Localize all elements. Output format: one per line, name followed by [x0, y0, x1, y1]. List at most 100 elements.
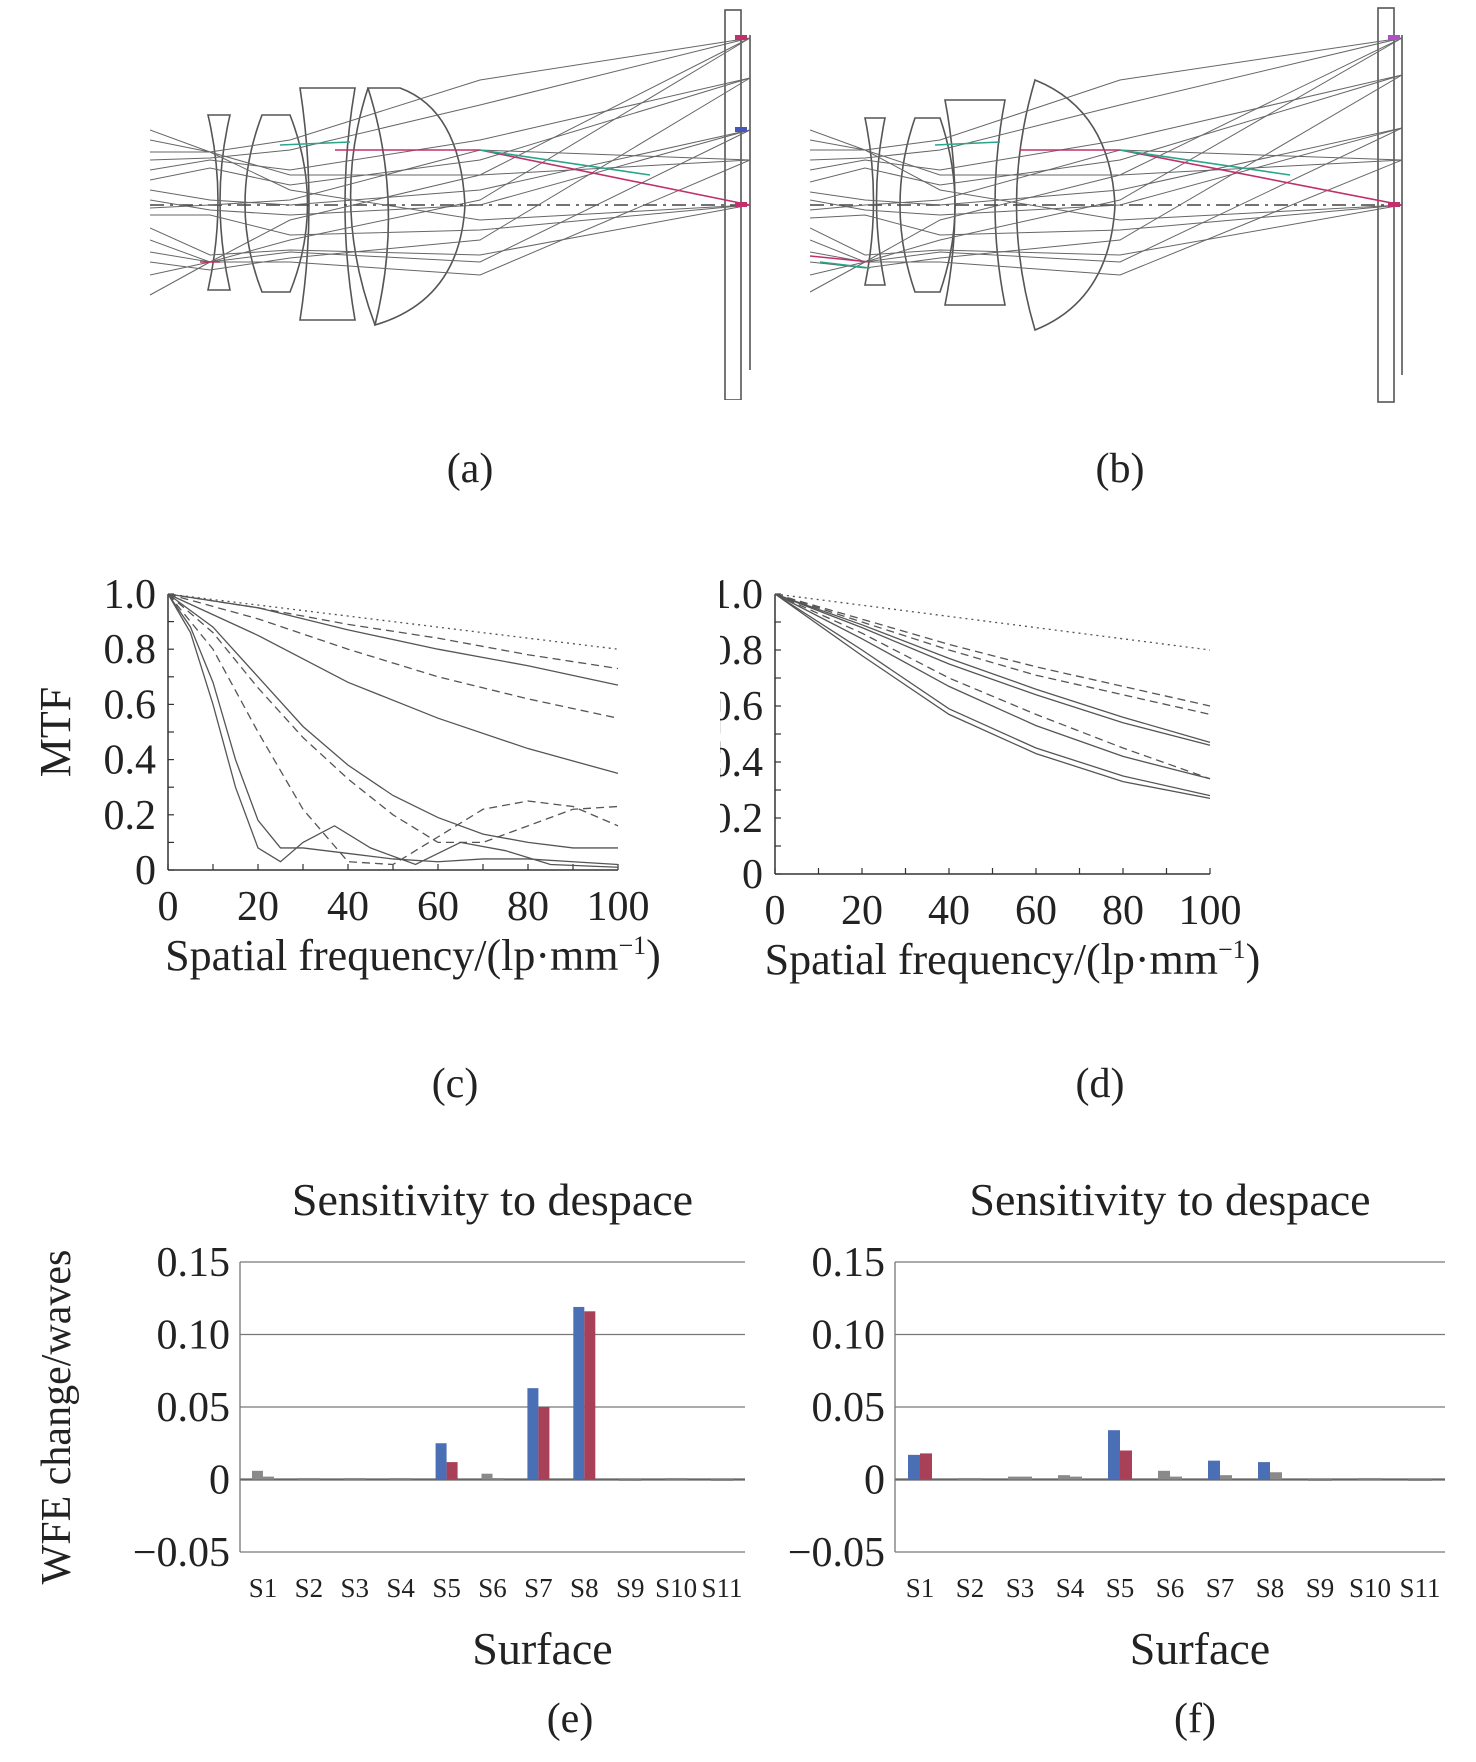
- ray-fan: [810, 37, 1403, 293]
- x-tick-label: S8: [570, 1573, 599, 1603]
- ray: [150, 159, 751, 276]
- bar-s5-series-0: [435, 1443, 447, 1480]
- ray: [150, 37, 751, 296]
- y-tick-label: 0: [135, 848, 156, 894]
- ray: [810, 127, 1403, 263]
- ray: [150, 204, 751, 236]
- caption-c: (c): [431, 1061, 479, 1107]
- bar-s3-series-0: [1008, 1476, 1020, 1480]
- ray: [150, 77, 751, 186]
- y-tick-label: 0.8: [104, 627, 157, 673]
- ray-highlights: [810, 141, 1403, 269]
- mtf-series-1: [167, 593, 619, 670]
- spot: [735, 35, 747, 40]
- y-tick-label: 0.6: [104, 682, 157, 728]
- x-axis-label: Surface: [472, 1623, 612, 1674]
- mtf-series-2: [774, 593, 1211, 716]
- caption-b: (b): [1095, 446, 1145, 492]
- mtf-series-4: [774, 593, 1211, 746]
- optical-layout-b: [810, 7, 1403, 403]
- y-tick-label: 0.15: [812, 1240, 886, 1286]
- y-tick-label: 0: [742, 852, 763, 898]
- bar-s7-series-1: [538, 1407, 550, 1480]
- y-tick-label: 0.2: [104, 793, 157, 839]
- mtf-series-6: [774, 593, 1211, 780]
- ray: [150, 77, 751, 171]
- mtf-series-9: [167, 593, 619, 868]
- mtf-series-8: [167, 593, 619, 866]
- mtf-series-0: [774, 593, 1211, 651]
- bar-s1-series-1: [920, 1453, 932, 1480]
- ray: [150, 77, 751, 271]
- ray-fan: [150, 37, 751, 296]
- bar-s4-series-0: [389, 1478, 401, 1480]
- y-tick-label: 1.0: [720, 572, 763, 618]
- lens-4: [1015, 78, 1116, 332]
- bar-s4-series-1: [400, 1478, 412, 1480]
- ray: [810, 149, 1403, 211]
- spot: [735, 202, 747, 207]
- y-tick-label: 0.15: [157, 1240, 231, 1286]
- ray: [150, 129, 751, 221]
- ray: [150, 37, 751, 161]
- y-tick-label: −0.05: [133, 1530, 230, 1576]
- optical-layout-a: [150, 9, 751, 400]
- caption-a: (a): [446, 446, 494, 492]
- mtf-series-3: [167, 593, 619, 719]
- bar-s11-series-0: [1408, 1479, 1420, 1481]
- mtf-series-2: [167, 593, 619, 686]
- lens-2: [244, 114, 309, 293]
- bar-s3-series-1: [354, 1478, 366, 1480]
- spot: [1388, 35, 1400, 40]
- x-tick-label: S7: [1206, 1573, 1235, 1603]
- spot: [1388, 202, 1400, 207]
- mtf-chart-d: 0 20 40 60 80 100 0 0.2 0.4 0.6 0.8 1.0 MTF Spatial f…: [720, 572, 1260, 984]
- ray: [150, 204, 751, 256]
- bar-s8-series-1: [1270, 1472, 1282, 1480]
- bar-s10-series-0: [665, 1478, 677, 1480]
- mtf-series-6: [167, 593, 619, 844]
- bar-s9-series-0: [619, 1479, 631, 1481]
- x-tick-label: S1: [249, 1573, 278, 1603]
- bar-s8-series-0: [573, 1306, 585, 1480]
- image-spots: [735, 35, 747, 207]
- bar-s8-series-0: [1258, 1462, 1270, 1480]
- bar-s7-series-1: [1220, 1475, 1232, 1480]
- x-tick-label: 100: [587, 884, 650, 930]
- y-tick-label: 0.10: [157, 1313, 231, 1359]
- y-tick-label: −0.05: [788, 1530, 885, 1576]
- x-tick-label: S5: [432, 1573, 461, 1603]
- chart-title: Sensitivity to despace: [292, 1174, 693, 1225]
- x-tick-label: 0: [765, 888, 786, 934]
- y-tick-label: 0.05: [157, 1385, 231, 1431]
- y-tick-label: 0.4: [720, 740, 763, 786]
- ray: [150, 149, 751, 209]
- ray: [810, 129, 1403, 221]
- x-tick-label: S4: [386, 1573, 415, 1603]
- caption-e: (e): [546, 1696, 594, 1742]
- x-tick-label: S11: [1399, 1573, 1440, 1603]
- ray: [810, 37, 1403, 161]
- x-tick-label: 60: [417, 884, 459, 930]
- bar-s9-series-0: [1308, 1479, 1320, 1481]
- x-tick-label: S2: [956, 1573, 985, 1603]
- x-tick-label: S4: [1056, 1573, 1085, 1603]
- mtf-series-4: [167, 593, 619, 775]
- ray: [810, 127, 1403, 206]
- bar-s6-series-0: [1158, 1470, 1170, 1480]
- x-axis-label-main: Spatial frequency/(lp·mm: [765, 935, 1218, 984]
- ray: [150, 129, 751, 206]
- ray: [810, 204, 1403, 236]
- bar-s4-series-0: [1058, 1475, 1070, 1480]
- spot: [735, 127, 747, 132]
- x-tick-label: 40: [327, 884, 369, 930]
- ray: [150, 139, 751, 176]
- y-tick-label: 0.6: [720, 684, 763, 730]
- bar-s5-series-1: [446, 1462, 458, 1480]
- y-tick-label: 0.8: [720, 628, 763, 674]
- bar-s2-series-0: [958, 1478, 970, 1480]
- x-tick-label: S3: [341, 1573, 370, 1603]
- ray: [150, 129, 751, 216]
- x-tick-label: S10: [655, 1573, 697, 1603]
